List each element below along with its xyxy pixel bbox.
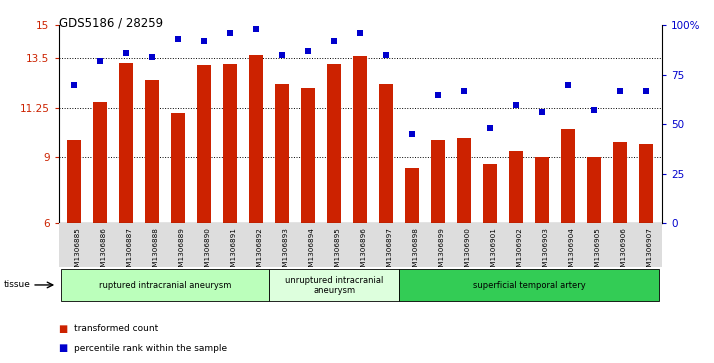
Text: GSM1306887: GSM1306887 bbox=[126, 227, 132, 276]
Bar bbox=[431, 140, 446, 223]
Text: GDS5186 / 28259: GDS5186 / 28259 bbox=[59, 16, 163, 29]
Point bbox=[381, 52, 392, 58]
Text: ■: ■ bbox=[59, 343, 71, 354]
Bar bbox=[93, 102, 107, 223]
Point bbox=[146, 54, 158, 60]
Point bbox=[485, 125, 496, 131]
Bar bbox=[535, 157, 549, 223]
Point bbox=[511, 102, 522, 107]
Text: unruptured intracranial
aneurysm: unruptured intracranial aneurysm bbox=[285, 276, 383, 295]
Point bbox=[251, 26, 262, 32]
Text: GSM1306903: GSM1306903 bbox=[542, 227, 548, 276]
Bar bbox=[171, 113, 186, 223]
Point bbox=[328, 38, 340, 44]
Text: GSM1306897: GSM1306897 bbox=[386, 227, 392, 276]
Text: GSM1306885: GSM1306885 bbox=[74, 227, 80, 276]
Point bbox=[69, 82, 80, 87]
Bar bbox=[405, 168, 419, 223]
Text: ■: ■ bbox=[59, 323, 71, 334]
Bar bbox=[639, 144, 653, 223]
Bar bbox=[67, 140, 81, 223]
Text: GSM1306902: GSM1306902 bbox=[516, 227, 522, 276]
Text: GSM1306892: GSM1306892 bbox=[256, 227, 262, 276]
Text: GSM1306888: GSM1306888 bbox=[152, 227, 159, 276]
Text: GSM1306906: GSM1306906 bbox=[620, 227, 626, 276]
Bar bbox=[223, 64, 237, 223]
Bar bbox=[61, 269, 269, 301]
Bar bbox=[457, 138, 471, 223]
Bar bbox=[613, 142, 628, 223]
Text: ruptured intracranial aneurysm: ruptured intracranial aneurysm bbox=[99, 281, 231, 290]
Text: GSM1306889: GSM1306889 bbox=[178, 227, 184, 276]
Point bbox=[173, 36, 184, 42]
Bar bbox=[483, 164, 498, 223]
Bar bbox=[327, 64, 341, 223]
Bar bbox=[353, 56, 368, 223]
Bar bbox=[119, 63, 134, 223]
Point bbox=[458, 88, 470, 94]
Bar bbox=[561, 129, 575, 223]
Text: GSM1306891: GSM1306891 bbox=[230, 227, 236, 276]
Bar bbox=[587, 157, 601, 223]
Text: GSM1306900: GSM1306900 bbox=[464, 227, 471, 276]
Bar bbox=[509, 151, 523, 223]
Bar bbox=[145, 80, 159, 223]
Bar bbox=[197, 65, 211, 223]
Bar bbox=[275, 83, 289, 223]
Text: percentile rank within the sample: percentile rank within the sample bbox=[74, 344, 227, 353]
Text: GSM1306893: GSM1306893 bbox=[282, 227, 288, 276]
Point bbox=[536, 110, 548, 115]
Text: GSM1306905: GSM1306905 bbox=[594, 227, 600, 276]
Text: GSM1306896: GSM1306896 bbox=[360, 227, 366, 276]
Text: superficial temporal artery: superficial temporal artery bbox=[473, 281, 585, 290]
Point bbox=[354, 30, 366, 36]
Bar bbox=[379, 83, 393, 223]
Point bbox=[94, 58, 106, 64]
Point bbox=[563, 82, 574, 87]
Bar bbox=[399, 269, 659, 301]
Bar bbox=[269, 269, 399, 301]
Text: tissue: tissue bbox=[4, 281, 31, 289]
Text: GSM1306898: GSM1306898 bbox=[412, 227, 418, 276]
Text: GSM1306904: GSM1306904 bbox=[568, 227, 574, 276]
Text: GSM1306899: GSM1306899 bbox=[438, 227, 444, 276]
Point bbox=[640, 88, 652, 94]
Text: GSM1306894: GSM1306894 bbox=[308, 227, 314, 276]
Point bbox=[588, 107, 600, 113]
Point bbox=[121, 50, 132, 56]
Point bbox=[615, 88, 626, 94]
Text: GSM1306901: GSM1306901 bbox=[491, 227, 496, 276]
Text: transformed count: transformed count bbox=[74, 324, 159, 333]
Bar bbox=[249, 55, 263, 223]
Point bbox=[303, 48, 314, 54]
Text: GSM1306890: GSM1306890 bbox=[204, 227, 210, 276]
Point bbox=[406, 131, 418, 137]
Point bbox=[433, 92, 444, 98]
Point bbox=[276, 52, 288, 58]
Point bbox=[198, 38, 210, 44]
Text: GSM1306895: GSM1306895 bbox=[334, 227, 340, 276]
Bar bbox=[301, 88, 316, 223]
Text: GSM1306907: GSM1306907 bbox=[646, 227, 653, 276]
Point bbox=[224, 30, 236, 36]
Text: GSM1306886: GSM1306886 bbox=[100, 227, 106, 276]
